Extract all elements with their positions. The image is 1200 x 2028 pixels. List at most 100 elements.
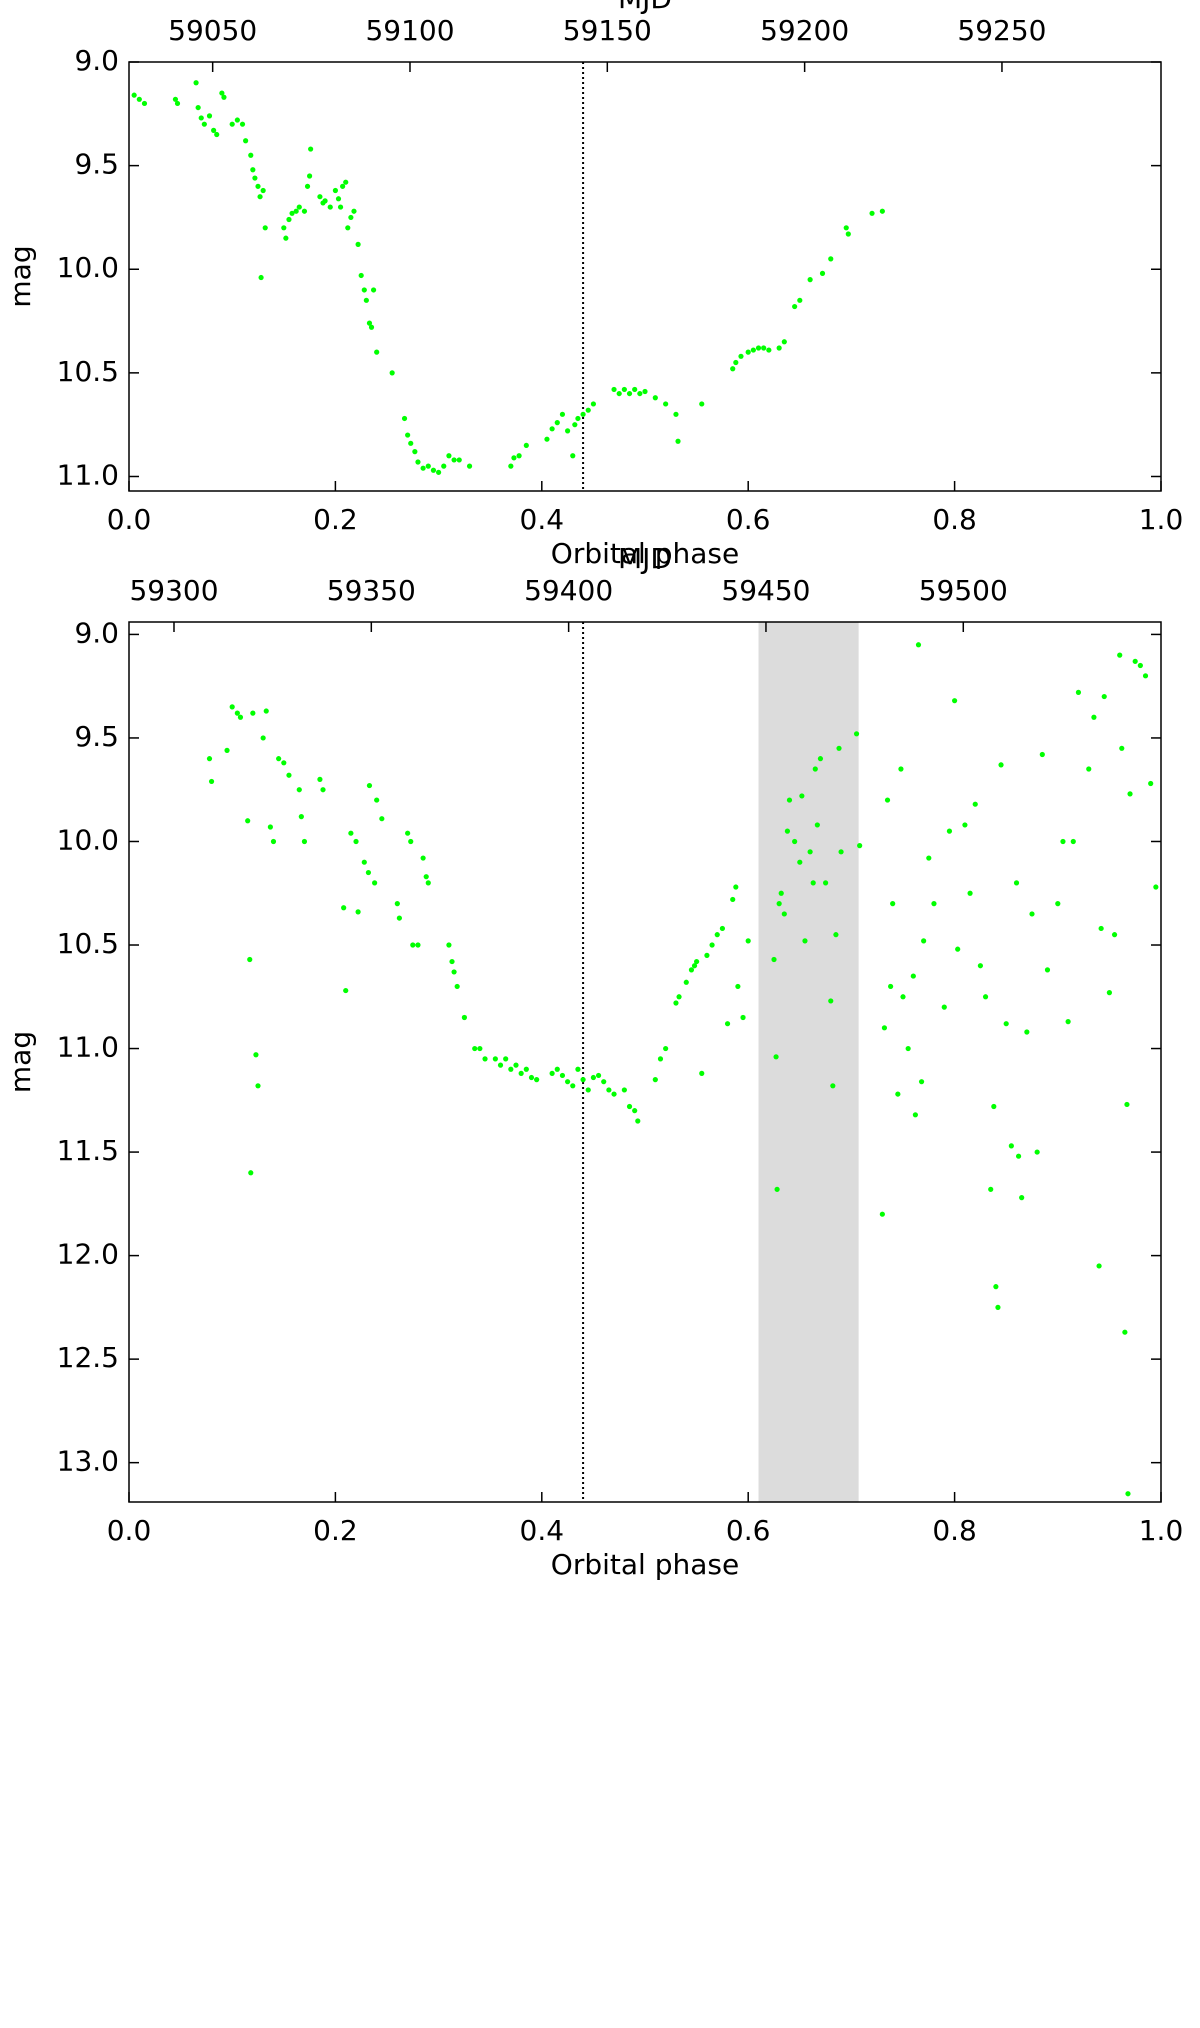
data-point xyxy=(1096,1263,1102,1269)
data-point xyxy=(621,1087,627,1093)
data-point xyxy=(802,938,808,944)
x2-tick-label: 59150 xyxy=(563,14,652,47)
data-point xyxy=(833,932,839,938)
x2-tick-label: 59350 xyxy=(327,574,416,607)
data-point xyxy=(366,782,373,789)
data-point xyxy=(298,814,304,820)
data-point xyxy=(709,942,715,948)
data-point xyxy=(632,386,638,393)
data-point xyxy=(657,1056,664,1062)
y-tick-label: 9.5 xyxy=(74,148,119,181)
data-point xyxy=(370,287,377,293)
x-tick-label: 0.2 xyxy=(313,503,358,536)
data-point xyxy=(559,1072,566,1079)
data-point xyxy=(317,194,323,200)
data-point xyxy=(828,256,834,262)
data-point xyxy=(869,210,875,216)
data-point xyxy=(792,303,798,310)
data-point xyxy=(730,366,736,372)
y-tick-label: 11.0 xyxy=(57,1031,119,1064)
data-point xyxy=(823,880,829,886)
x2-tick-label: 59050 xyxy=(168,14,257,47)
data-point xyxy=(1142,673,1149,679)
data-point xyxy=(750,347,756,353)
data-point xyxy=(1008,1143,1014,1149)
x2-tick-label: 59500 xyxy=(919,574,1008,607)
data-point xyxy=(477,1045,483,1052)
data-point xyxy=(912,1112,918,1118)
data-point xyxy=(761,345,767,351)
data-point xyxy=(755,345,762,351)
data-point xyxy=(1091,714,1097,720)
data-point xyxy=(374,349,380,355)
data-point xyxy=(807,849,813,855)
data-point xyxy=(740,1014,746,1021)
data-point xyxy=(466,463,473,469)
data-point xyxy=(898,766,904,772)
data-point xyxy=(663,1045,669,1052)
y-tick-label: 10.0 xyxy=(57,251,119,284)
data-point xyxy=(296,204,302,210)
data-point xyxy=(245,818,251,824)
data-point xyxy=(1024,1029,1030,1035)
data-point xyxy=(843,225,849,231)
data-point xyxy=(224,747,230,753)
data-point xyxy=(234,710,240,716)
data-point xyxy=(267,824,273,830)
data-point xyxy=(575,415,581,422)
data-point xyxy=(304,183,311,189)
y-tick-label: 12.0 xyxy=(57,1238,119,1271)
x2-tick-label: 59200 xyxy=(760,14,849,47)
data-point xyxy=(239,121,246,127)
data-point xyxy=(688,967,695,973)
data-point xyxy=(828,998,834,1004)
data-point xyxy=(781,339,787,345)
data-point xyxy=(322,198,328,204)
data-point xyxy=(724,1021,731,1027)
data-point xyxy=(255,183,261,189)
data-point xyxy=(193,80,199,86)
data-point xyxy=(415,459,421,465)
data-point xyxy=(1003,1021,1009,1027)
data-point xyxy=(201,121,207,127)
data-point xyxy=(776,345,782,351)
data-point xyxy=(337,204,344,210)
data-point xyxy=(1065,1019,1071,1025)
data-point xyxy=(766,347,772,353)
data-point xyxy=(263,708,269,714)
data-point xyxy=(652,1077,658,1083)
data-point xyxy=(214,131,220,138)
data-point xyxy=(812,766,818,772)
data-point xyxy=(982,994,989,1000)
data-point xyxy=(585,1087,591,1093)
data-point xyxy=(881,1025,888,1031)
x2-tick-label: 59100 xyxy=(365,14,454,47)
data-point xyxy=(211,127,217,133)
data-point xyxy=(372,880,378,886)
data-point xyxy=(141,100,148,107)
y-tick-label: 9.0 xyxy=(74,44,119,77)
data-point xyxy=(436,469,442,475)
data-point xyxy=(317,776,323,782)
data-point xyxy=(461,1014,467,1021)
data-point xyxy=(1106,990,1112,996)
data-point xyxy=(281,760,287,766)
data-point xyxy=(559,411,566,417)
data-point xyxy=(836,745,842,751)
data-point xyxy=(513,1062,519,1068)
data-point xyxy=(405,432,411,438)
data-point xyxy=(771,956,777,963)
data-point xyxy=(888,983,894,990)
data-point xyxy=(252,175,258,181)
data-point xyxy=(195,104,201,111)
data-point xyxy=(977,963,984,969)
data-point xyxy=(857,843,863,849)
data-point xyxy=(570,1083,576,1089)
data-point xyxy=(1013,880,1020,886)
data-point xyxy=(497,1062,504,1068)
data-point xyxy=(368,324,375,330)
y-tick-label: 11.5 xyxy=(57,1134,119,1167)
data-point xyxy=(733,359,739,366)
data-point xyxy=(1055,901,1061,907)
data-point xyxy=(799,793,805,799)
